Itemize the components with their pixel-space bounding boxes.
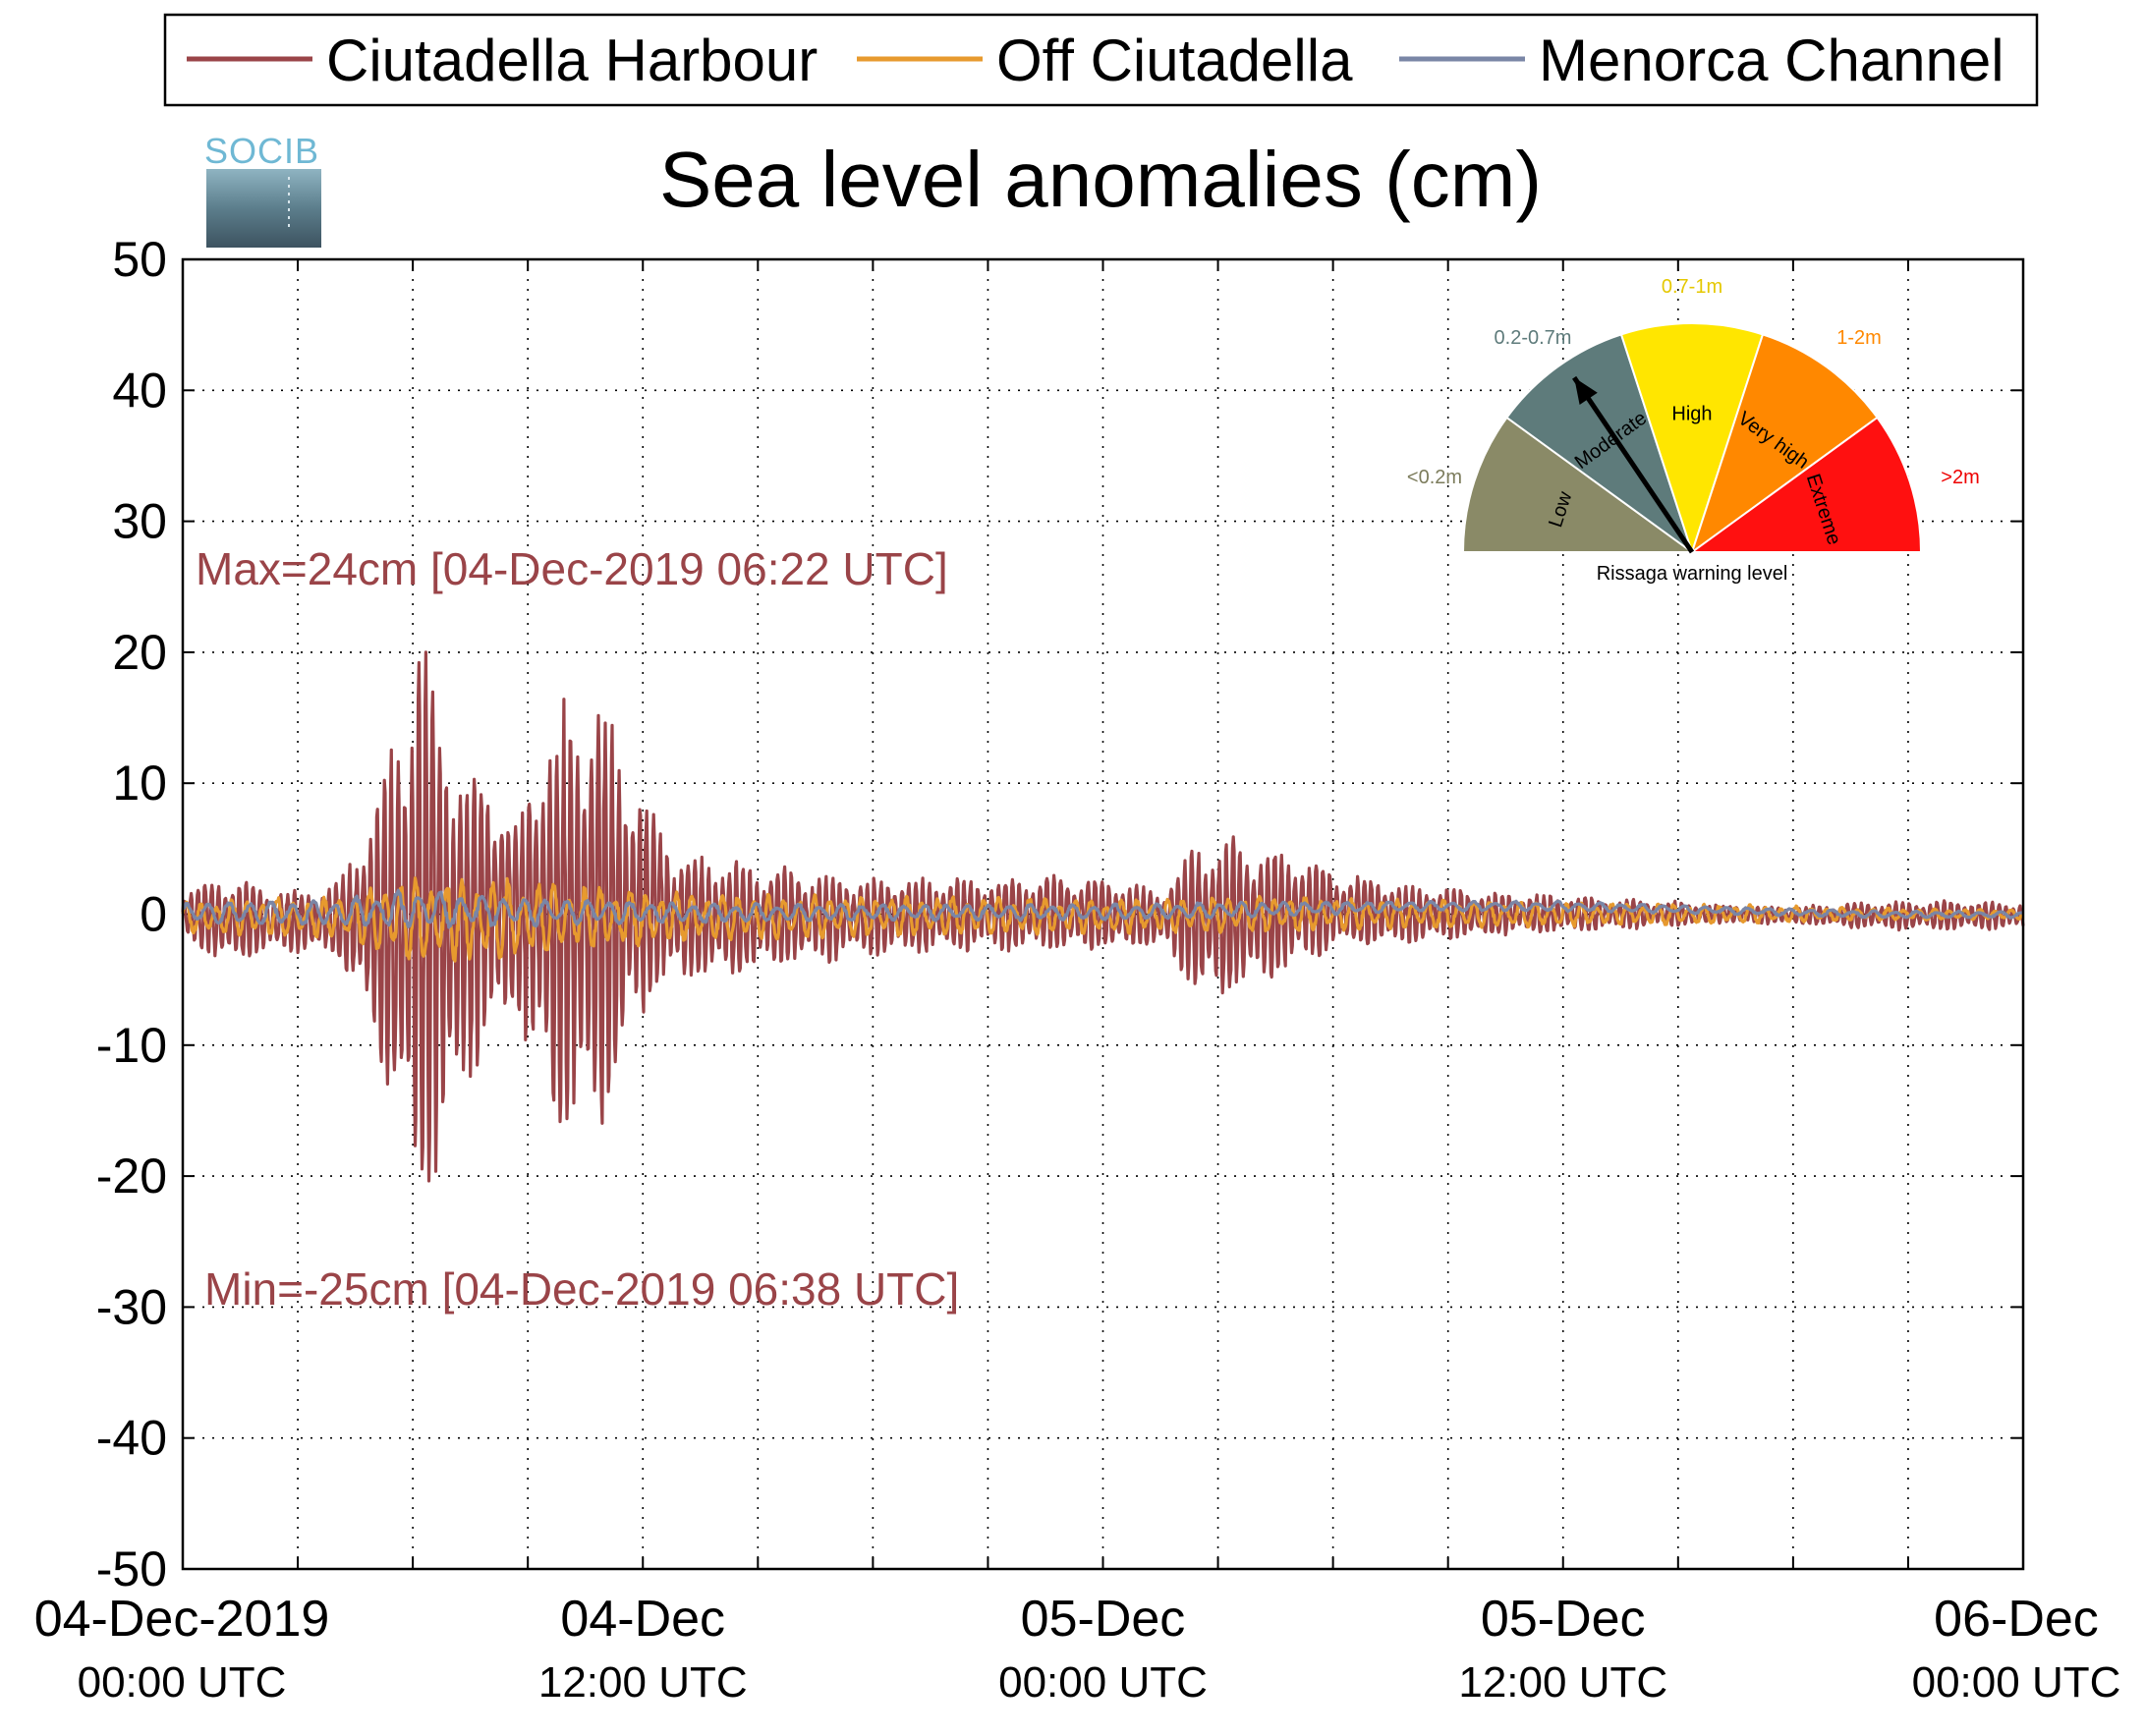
- x-tick-label-time: 00:00 UTC: [78, 1658, 287, 1707]
- gauge-needle-head: [1574, 377, 1598, 405]
- gauge-segment-very-high: [1690, 333, 1879, 555]
- y-tick-label: -30: [96, 1279, 167, 1334]
- gauge-segment-high: [1619, 321, 1765, 556]
- series-line-ciutadella-harbour: [181, 650, 2025, 1183]
- y-tick-label: -10: [96, 1018, 167, 1073]
- legend-label-off-ciutadella: Off Ciutadella: [996, 28, 1353, 93]
- x-tick-label-date: 05-Dec: [1481, 1591, 1646, 1648]
- socib-logo-text: SOCIB: [204, 131, 319, 171]
- socib-logo: SOCIB: [204, 131, 321, 248]
- x-tick-label-time: 00:00 UTC: [998, 1658, 1208, 1707]
- x-axis-ticks: 04-Dec-2019 00:00 UTC 04-Dec 12:00 UTC 05-De…: [34, 259, 2121, 1707]
- y-tick-label: 10: [112, 756, 167, 811]
- legend-label-ciutadella-harbour: Ciutadella Harbour: [326, 28, 818, 93]
- y-axis-ticks: 50 40 30 20 10 0 -10 -20 -30 -40 -50: [96, 232, 2023, 1596]
- gauge-range-low: <0.2m: [1407, 467, 1462, 488]
- chart-title: Sea level anomalies (cm): [659, 136, 1542, 223]
- min-annotation: Min=-25cm [04-Dec-2019 06:38 UTC]: [204, 1263, 959, 1315]
- x-tick-label-time: 12:00 UTC: [538, 1658, 748, 1707]
- x-tick-label-time: 00:00 UTC: [1912, 1658, 2121, 1707]
- y-tick-label: 50: [112, 232, 167, 287]
- gauge-range-extreme: >2m: [1941, 467, 1979, 488]
- plot-frame: [181, 257, 2025, 1571]
- gauge-range-high: 0.7-1m: [1662, 276, 1722, 298]
- y-tick-label: 30: [112, 494, 167, 549]
- series: [181, 650, 2025, 1183]
- y-tick-label: 0: [140, 887, 167, 942]
- gauge-segment-moderate: [1505, 333, 1694, 555]
- x-tick-label-date: 04-Dec-2019: [34, 1591, 330, 1648]
- max-annotation: Max=24cm [04-Dec-2019 06:22 UTC]: [196, 543, 948, 594]
- gauge-segment-extreme: [1688, 416, 1923, 553]
- gauge-segment-low: [1461, 416, 1696, 553]
- socib-logo-mark: [206, 169, 321, 248]
- gauge-caption: Rissaga warning level: [1597, 563, 1788, 585]
- y-tick-label: 20: [112, 625, 167, 680]
- gauge-needle: [1572, 375, 1695, 554]
- y-tick-label: -40: [96, 1411, 167, 1466]
- gauge-range-moderate: 0.2-0.7m: [1495, 327, 1572, 349]
- y-tick-label: -20: [96, 1148, 167, 1204]
- x-tick-label-date: 06-Dec: [1934, 1591, 2099, 1648]
- x-tick-label-date: 05-Dec: [1021, 1591, 1186, 1648]
- legend-label-menorca-channel: Menorca Channel: [1539, 28, 2004, 93]
- gauge-label-high: High: [1671, 403, 1712, 424]
- x-tick-label-date: 04-Dec: [560, 1591, 725, 1648]
- legend-frame: [163, 13, 2039, 107]
- gauge-range-very-high: 1-2m: [1836, 327, 1882, 349]
- x-tick-label-time: 12:00 UTC: [1458, 1658, 1667, 1707]
- y-tick-label: 40: [112, 363, 167, 418]
- legend: Ciutadella Harbour Off Ciutadella Menorc…: [163, 13, 2039, 107]
- series-line-menorca-channel: [182, 888, 2024, 929]
- y-tick-label: -50: [96, 1541, 167, 1596]
